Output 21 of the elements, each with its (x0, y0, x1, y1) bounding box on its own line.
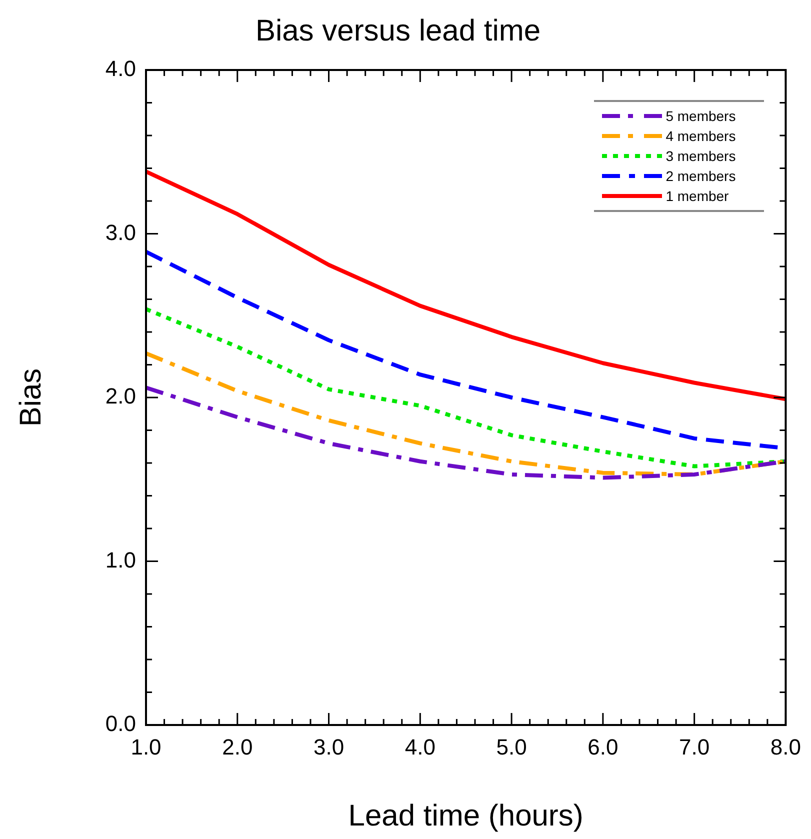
x-tick-label: 8.0 (770, 734, 802, 760)
x-tick-label: 5.0 (496, 734, 527, 760)
legend-label: 4 members (666, 128, 736, 144)
x-tick-label: 7.0 (679, 734, 710, 760)
y-tick-label: 3.0 (105, 220, 136, 245)
x-tick-label: 3.0 (313, 734, 344, 760)
x-tick-label: 1.0 (130, 734, 162, 760)
legend-label: 1 member (666, 188, 729, 204)
x-tick-label: 2.0 (222, 734, 253, 760)
y-tick-label: 4.0 (105, 56, 136, 82)
legend-label: 3 members (666, 148, 736, 164)
x-tick-label: 4.0 (404, 734, 436, 760)
y-axis-title: Bias (14, 368, 48, 427)
y-tick-label: 1.0 (105, 547, 136, 572)
x-axis-title: Lead time (hours) (348, 799, 584, 832)
y-tick-label: 0.0 (105, 711, 136, 736)
chart-title: Bias versus lead time (255, 14, 541, 48)
legend-label: 5 members (666, 108, 736, 124)
x-tick-label: 6.0 (588, 734, 618, 760)
y-tick-label: 2.0 (105, 384, 136, 409)
legend-label: 2 members (666, 168, 736, 184)
